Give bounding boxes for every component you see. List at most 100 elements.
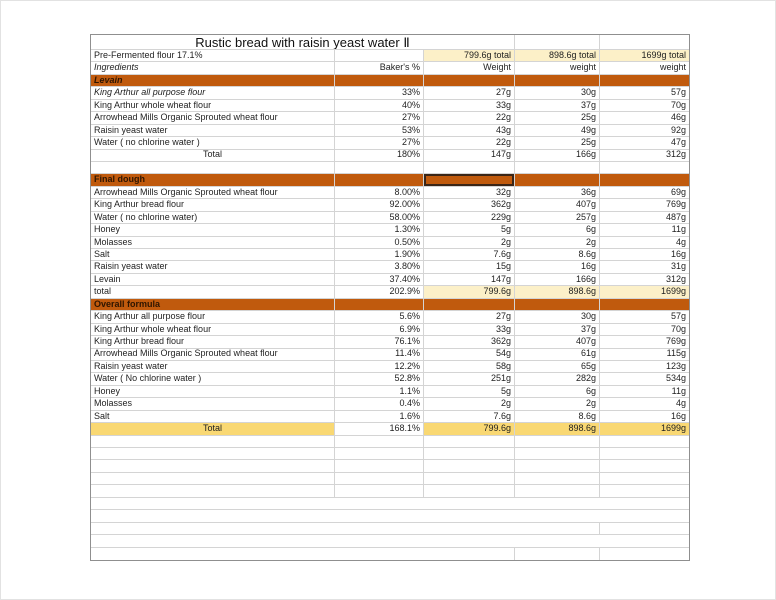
table-cell[interactable] (335, 161, 424, 175)
table-cell[interactable]: 4g (600, 237, 689, 249)
table-cell[interactable]: 76.1% (335, 336, 424, 349)
section-header-cell[interactable] (515, 174, 600, 187)
table-cell[interactable] (515, 485, 600, 498)
table-cell[interactable]: 229g (424, 211, 515, 225)
table-cell[interactable]: 25g (515, 112, 600, 125)
table-cell[interactable]: 6g (515, 385, 600, 399)
table-cell[interactable] (600, 448, 689, 461)
table-cell[interactable] (600, 473, 689, 486)
table-cell[interactable]: 2g (515, 398, 600, 411)
table-cell[interactable] (600, 162, 689, 175)
section-header-cell[interactable] (600, 74, 689, 88)
table-cell[interactable]: 65g (515, 360, 600, 374)
table-cell[interactable]: 1699g (600, 423, 689, 436)
table-cell[interactable]: Levain (91, 273, 335, 287)
table-cell[interactable]: Water ( no chlorine water ) (91, 137, 335, 150)
table-cell[interactable]: 8.6g (515, 410, 600, 424)
table-cell[interactable]: King Arthur all purpose flour (91, 311, 335, 324)
table-cell[interactable]: Arrowhead Mills Organic Sprouted wheat f… (91, 186, 335, 200)
table-cell[interactable] (335, 435, 424, 448)
table-cell[interactable]: Salt (91, 410, 335, 424)
table-cell[interactable]: 257g (515, 211, 600, 225)
table-cell[interactable]: 61g (515, 348, 600, 361)
table-cell[interactable]: 70g (600, 324, 689, 337)
table-cell[interactable]: 5g (424, 224, 515, 237)
section-header-cell[interactable] (515, 298, 600, 312)
table-cell[interactable] (91, 510, 689, 523)
table-cell[interactable]: 33% (335, 87, 424, 100)
table-cell[interactable]: weight (515, 62, 600, 75)
table-cell[interactable] (600, 35, 689, 50)
table-cell[interactable]: 33g (424, 323, 515, 337)
table-cell[interactable]: 69g (600, 187, 689, 200)
table-cell[interactable]: 5.6% (335, 311, 424, 324)
table-cell[interactable]: 37g (515, 323, 600, 337)
table-cell[interactable] (91, 535, 689, 548)
table-cell[interactable]: 57g (600, 87, 689, 100)
table-cell[interactable]: total (91, 286, 335, 299)
table-cell[interactable]: 27g (424, 311, 515, 324)
section-header-cell[interactable] (335, 174, 424, 187)
section-header-cell[interactable] (335, 74, 424, 88)
table-cell[interactable]: King Arthur all purpose flour (91, 87, 335, 100)
table-cell[interactable]: Molasses (91, 398, 335, 411)
table-cell[interactable] (424, 485, 515, 498)
table-cell[interactable]: King Arthur bread flour (91, 199, 335, 212)
table-cell[interactable]: 202.9% (335, 286, 424, 299)
table-cell[interactable]: 282g (515, 373, 600, 386)
table-cell[interactable]: 362g (424, 336, 515, 349)
table-cell[interactable] (91, 472, 335, 486)
table-cell[interactable]: 799.6g (424, 286, 515, 299)
table-cell[interactable]: 123g (600, 361, 689, 374)
table-cell[interactable]: 30g (515, 311, 600, 324)
table-cell[interactable]: Arrowhead Mills Organic Sprouted wheat f… (91, 112, 335, 125)
table-cell[interactable]: 898.6g (515, 286, 600, 299)
table-cell[interactable]: 58g (424, 360, 515, 374)
table-cell[interactable]: 30g (515, 87, 600, 100)
table-cell[interactable]: 37.40% (335, 273, 424, 287)
table-cell[interactable]: 16g (600, 249, 689, 262)
table-cell[interactable]: 5g (424, 385, 515, 399)
table-cell[interactable]: 898.6g (515, 423, 600, 436)
table-cell[interactable]: 47g (600, 137, 689, 150)
table-cell[interactable] (91, 547, 515, 560)
table-cell[interactable]: 115g (600, 349, 689, 361)
table-cell[interactable] (600, 436, 689, 448)
section-header-cell[interactable] (600, 298, 689, 312)
table-cell[interactable]: Water ( no chlorine water) (91, 211, 335, 225)
table-cell[interactable]: 36g (515, 186, 600, 200)
table-cell[interactable]: 32g (424, 186, 515, 200)
table-cell[interactable] (91, 498, 689, 511)
table-cell[interactable]: Honey (91, 385, 335, 399)
table-cell[interactable]: 1.6% (335, 410, 424, 424)
table-cell[interactable]: King Arthur bread flour (91, 336, 335, 349)
table-cell[interactable]: 46g (600, 112, 689, 125)
table-cell[interactable] (91, 161, 335, 175)
table-cell[interactable]: Raisin yeast water (91, 261, 335, 274)
table-cell[interactable]: 1.90% (335, 249, 424, 262)
table-cell[interactable]: 0.4% (335, 398, 424, 411)
table-cell[interactable]: 8.00% (335, 186, 424, 200)
table-cell[interactable]: 15g (424, 261, 515, 274)
table-cell[interactable]: 6g (515, 224, 600, 237)
table-cell[interactable]: Total (91, 423, 335, 436)
table-cell[interactable]: 53% (335, 124, 424, 138)
section-header-cell[interactable] (335, 298, 424, 312)
table-cell[interactable]: 12.2% (335, 360, 424, 374)
table-cell[interactable] (91, 485, 335, 498)
table-cell[interactable] (515, 435, 600, 448)
table-cell[interactable]: 92g (600, 125, 689, 138)
table-cell[interactable]: 180% (335, 149, 424, 162)
section-header-cell[interactable]: Final dough (91, 174, 335, 187)
table-cell[interactable]: 16g (600, 411, 689, 424)
table-cell[interactable] (515, 448, 600, 461)
table-cell[interactable] (424, 161, 515, 175)
table-cell[interactable]: Pre-Fermented flour 17.1% (91, 50, 335, 63)
table-cell[interactable]: 2g (424, 236, 515, 249)
table-cell[interactable]: 7.6g (424, 249, 515, 262)
table-cell[interactable]: 2g (515, 236, 600, 249)
table-cell[interactable]: 769g (600, 199, 689, 212)
table-cell[interactable]: 16g (515, 261, 600, 274)
table-cell[interactable]: 22g (424, 137, 515, 150)
table-cell[interactable] (424, 448, 515, 461)
